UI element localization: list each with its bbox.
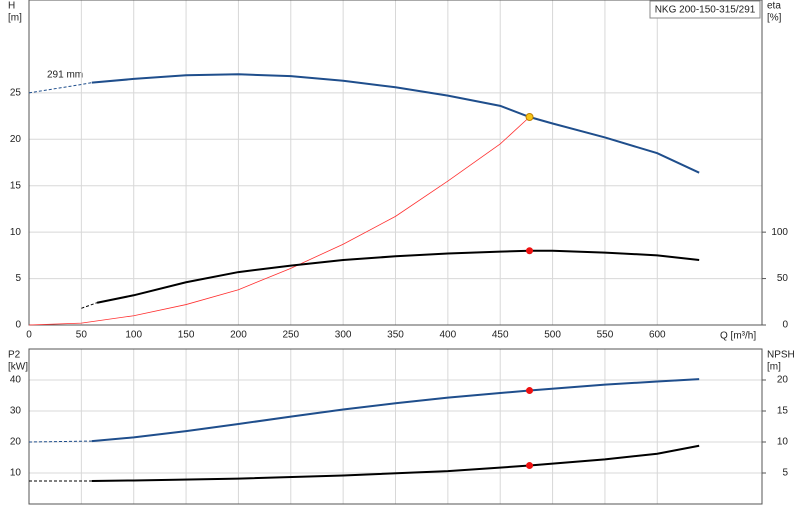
duty-point [525,113,534,121]
x-tick-label: 600 [649,330,666,341]
curve [28,440,92,443]
y2-axis-unit: [%] [767,13,782,24]
chart-title: NKG 200-150-315/291 [655,5,756,16]
x-tick-label: 250 [282,330,299,341]
y-tick-label: 5 [15,273,21,284]
x-tick-label: 0 [26,330,32,341]
y-tick-label: 30 [10,406,22,417]
y-tick-label: 25 [10,87,22,98]
y2-axis-unit: [m] [767,362,781,373]
curve [91,73,700,174]
y-tick-label: 10 [10,468,22,479]
y-tick-label: 15 [10,180,22,191]
duty-point [526,462,534,470]
plot-frame [28,348,763,505]
x-tick-label: 400 [440,330,457,341]
y2-tick-label: 5 [782,468,788,479]
y-axis-label: H [8,1,15,12]
x-tick-label: 500 [544,330,561,341]
y-tick-label: 40 [10,375,22,386]
y-tick-label: 0 [15,320,21,331]
y2-tick-label: 0 [782,320,788,331]
y2-tick-label: 100 [771,227,788,238]
curve [81,302,98,309]
x-tick-label: 100 [125,330,142,341]
curve [28,116,530,326]
x-tick-label: 550 [597,330,614,341]
duty-point [526,387,534,395]
curve [91,444,700,483]
x-tick-label: 300 [335,330,352,341]
y2-tick-label: 50 [777,273,789,284]
y2-axis-label: NPSH [767,350,795,361]
y-tick-label: 10 [10,227,22,238]
duty-point [526,247,534,255]
y2-axis-label: eta [767,1,781,12]
x-axis-label: Q [m³/h] [720,331,756,342]
x-tick-label: 450 [492,330,509,341]
y-tick-label: 20 [10,134,22,145]
x-tick-label: 200 [230,330,247,341]
x-tick-label: 150 [178,330,195,341]
x-tick-label: 50 [76,330,88,341]
x-tick-label: 350 [387,330,404,341]
y2-tick-label: 20 [777,375,789,386]
y-axis-unit: [m] [8,13,22,24]
curve [28,82,92,94]
plot-frame [28,0,763,326]
curve [91,378,700,443]
curve [96,249,700,304]
y-tick-label: 20 [10,437,22,448]
y2-tick-label: 10 [777,437,789,448]
y-axis-label: P2 [8,350,21,361]
title-box [649,0,761,19]
curve-annotation: 291 mm [47,70,83,81]
y-axis-unit: [kW] [8,362,28,373]
y2-tick-label: 15 [777,406,789,417]
